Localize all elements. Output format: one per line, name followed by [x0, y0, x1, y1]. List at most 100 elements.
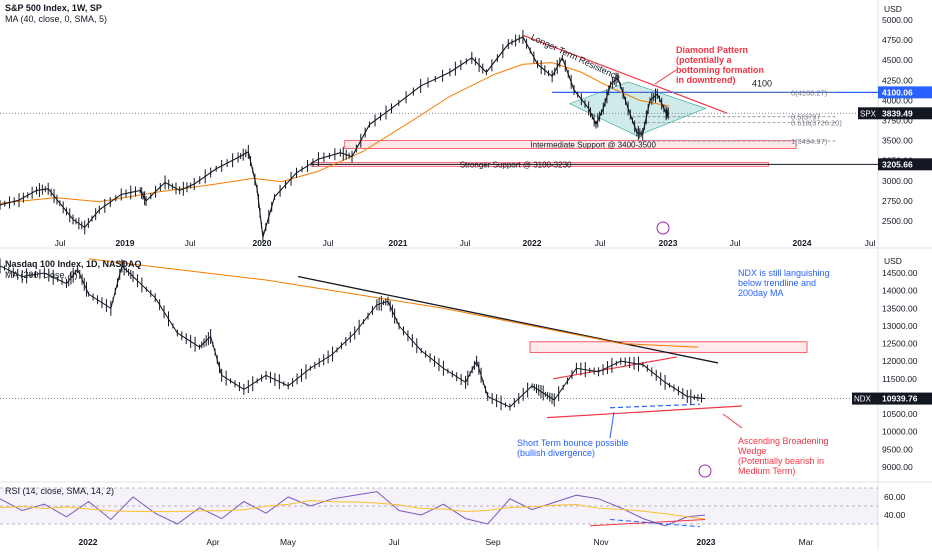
bottom-x-tick-12: 2023 [697, 537, 716, 547]
top-y-tick-0: 5000.00 [882, 15, 913, 25]
top-x-tick-4: Jul [323, 238, 334, 248]
mid-y-tick-4: 12500.00 [882, 339, 918, 349]
badge-3205 [878, 158, 932, 171]
wedge-note-line-1: Wedge [738, 446, 766, 456]
mid-chart-title: Nasdaq 100 Index, 1D, NASDAQ [5, 259, 142, 269]
mid-indicator: MA (200, close, 0) [5, 270, 78, 280]
wedge-note-line-2: (Potentially bearish in [738, 456, 824, 466]
bottom-x-tick-8: Sep [485, 537, 500, 547]
top-x-tick-9: 2023 [659, 238, 678, 248]
mid-y-tick-9: 10000.00 [882, 427, 918, 437]
event-icon-mid [698, 464, 712, 478]
ndx-symbol-text: NDX [854, 395, 872, 404]
ndx-note-line-1: below trendline and [738, 278, 816, 288]
top-x-tick-6: Jul [460, 238, 471, 248]
bounce-note-line-1: (bullish divergence) [517, 448, 595, 458]
mid-y-tick-2: 13500.00 [882, 303, 918, 313]
top-x-tick-11: 2024 [793, 238, 812, 248]
rsi-sma-line [0, 499, 706, 520]
support-zone-label-0: Intermediate Support @ 3400-3500 [530, 141, 656, 150]
ndx-symbol-badge [852, 392, 878, 405]
bounce-note-line-0: Short Term bounce possible [517, 438, 628, 448]
top-x-tick-12: Jul [865, 238, 876, 248]
wedge-note-line-0: Ascending Broadening [738, 436, 829, 446]
rsi-y-tick-1: 40.00 [884, 510, 906, 520]
ndx-note-line-0: NDX is still languishing [738, 268, 830, 278]
bottom-x-tick-13: Mar [799, 537, 814, 547]
mid-y-tick-6: 11500.00 [882, 374, 917, 384]
fib-label-2: 0.618(3726.20) [791, 118, 842, 127]
top-y-tick-2: 4500.00 [882, 55, 913, 65]
top-chart-title: S&P 500 Index, 1W, SP [5, 3, 102, 13]
diamond-annotation-line-1: (potentially a [676, 55, 733, 65]
spx-price-text: 3839.49 [882, 108, 913, 118]
diamond-annotation-line-3: in downtrend) [676, 75, 736, 85]
wedge-note-arrow [722, 413, 743, 429]
top-y-tick-6: 3500.00 [882, 136, 913, 146]
rsi-y-tick-0: 60.00 [884, 492, 906, 502]
bottom-x-tick-3: Apr [206, 537, 219, 547]
ndx-resistance-zone [529, 341, 808, 353]
mid-y-tick-8: 10500.00 [882, 409, 918, 419]
mid-legend: Nasdaq 100 Index, 1D, NASDAQ MA (200, cl… [5, 259, 142, 281]
spx-price-badge [878, 107, 932, 120]
rsi-title: RSI (14, close, SMA, 14, 2) [5, 486, 115, 496]
top-y-tick-9: 2750.00 [882, 196, 913, 206]
top-y-tick-4: 4000.00 [882, 95, 913, 105]
top-legend: S&P 500 Index, 1W, SP MA (40, close, 0, … [5, 3, 107, 25]
top-x-tick-7: 2022 [523, 238, 542, 248]
top-indicator: MA (40, close, 0, SMA, 5) [5, 14, 108, 24]
rsi-divergence-red [589, 519, 706, 527]
bottom-x-tick-4: May [280, 537, 297, 547]
resistance-label: Longer Term Resistence [529, 32, 621, 82]
mid-y-unit: USD [884, 256, 902, 266]
level-4100-label: 4100 [752, 78, 772, 88]
wedge-note-line-3: Medium Term) [738, 466, 795, 476]
top-y-tick-3: 4250.00 [882, 75, 913, 85]
rsi-divergence-blue [609, 519, 701, 528]
rsi-legend: RSI (14, close, SMA, 14, 2) [5, 486, 114, 497]
top-x-tick-1: 2019 [116, 238, 135, 248]
top-y-tick-8: 3000.00 [882, 176, 913, 186]
bounce-note-arrow [609, 411, 615, 439]
ma200-line [88, 258, 699, 348]
wedge-upper-line [552, 356, 678, 380]
rsi-line [0, 491, 706, 527]
ndx-price-text: 10939.76 [882, 394, 918, 404]
badge-4100 [878, 86, 932, 99]
ndx-price-badge [878, 392, 932, 405]
mid-y-tick-10: 9500.00 [882, 444, 913, 454]
top-x-tick-5: 2021 [389, 238, 408, 248]
fib-label-3: 1(3494.97) [791, 137, 828, 146]
spx-symbol-text: SPX [860, 109, 877, 118]
ndx-note-line-2: 200day MA [738, 288, 784, 298]
badge-3205-text: 3205.66 [882, 159, 913, 169]
diamond-annotation-line-2: bottoming formation [676, 65, 764, 75]
bottom-x-tick-10: Nov [593, 537, 609, 547]
ndx-divergence-line [609, 403, 701, 409]
mid-y-tick-11: 9000.00 [882, 462, 913, 472]
bottom-x-tick-6: Jul [389, 537, 400, 547]
top-y-tick-5: 3750.00 [882, 116, 913, 126]
fib-label-0: 0(4100.27) [791, 88, 828, 97]
support-zone-0 [344, 140, 797, 149]
mid-y-tick-1: 14000.00 [882, 286, 918, 296]
ndx-downtrend-line [297, 275, 719, 364]
mid-y-tick-0: 14500.00 [882, 268, 918, 278]
top-x-tick-3: 2020 [253, 238, 272, 248]
top-y-unit: USD [884, 4, 902, 14]
top-y-tick-10: 2500.00 [882, 216, 913, 226]
top-x-tick-0: Jul [55, 238, 66, 248]
badge-4100-text: 4100.06 [882, 87, 913, 97]
mid-y-tick-5: 12000.00 [882, 356, 918, 366]
spx-price-line [0, 36, 669, 238]
top-x-tick-10: Jul [730, 238, 741, 248]
top-y-tick-1: 4750.00 [882, 35, 913, 45]
diamond-annotation-line-0: Diamond Pattern [676, 45, 748, 55]
fib-label-1: 0.5(3797 [791, 113, 821, 122]
bottom-x-tick-0: 2022 [79, 537, 98, 547]
event-icon-top [656, 221, 670, 235]
spx-symbol-badge [858, 107, 878, 120]
